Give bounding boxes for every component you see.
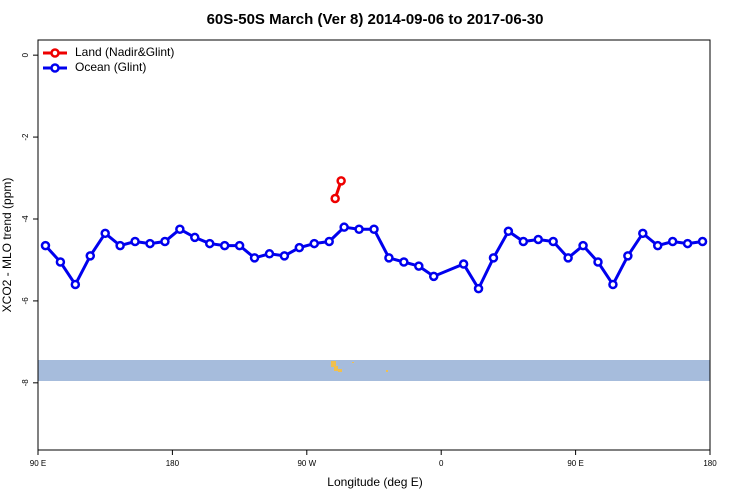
data-point (697, 236, 708, 247)
data-point (115, 240, 125, 251)
y-tick-label: -6 (21, 297, 30, 305)
data-point (145, 238, 155, 249)
data-point (682, 238, 693, 249)
legend-label: Ocean (Glint) (75, 60, 146, 74)
x-axis-label: Longitude (deg E) (327, 475, 422, 489)
legend-marker (50, 63, 60, 73)
data-point (548, 236, 558, 247)
data-point (70, 279, 81, 290)
chart-title: 60S-50S March (Ver 8) 2014-09-06 to 2017… (207, 11, 544, 28)
data-point (100, 228, 110, 239)
x-tick-label: 180 (703, 459, 717, 468)
y-tick-label: 0 (21, 52, 30, 57)
data-point (503, 226, 514, 237)
x-tick-label: 90 E (30, 459, 46, 468)
map-land (331, 361, 388, 372)
data-point (40, 240, 51, 251)
data-point (219, 240, 230, 251)
y-tick-label: -4 (21, 215, 30, 223)
data-point (667, 236, 678, 247)
data-point (473, 283, 484, 294)
x-tick-label: 90 E (567, 459, 583, 468)
data-point (336, 176, 346, 186)
data-point (204, 238, 215, 249)
data-point (533, 234, 544, 245)
data-point (190, 232, 200, 243)
data-point (309, 238, 320, 249)
data-point (55, 257, 66, 267)
data-point (249, 253, 260, 263)
data-point (578, 240, 588, 251)
data-point (518, 236, 529, 247)
data-point (652, 240, 663, 251)
data-point (414, 261, 424, 271)
data-point (369, 224, 379, 234)
data-point (593, 257, 603, 267)
map-strip (38, 360, 710, 381)
x-tick-label: 0 (439, 459, 444, 468)
data-point (330, 193, 340, 204)
data-point (294, 242, 305, 253)
data-point (563, 253, 573, 263)
data-point (324, 236, 334, 247)
x-tick-label: 90 W (297, 459, 316, 468)
legend-label: Land (Nadir&Glint) (75, 45, 174, 59)
data-point (264, 249, 275, 259)
data-point (428, 271, 439, 282)
data-point (458, 259, 469, 269)
data-point (339, 222, 349, 232)
y-axis-label: XCO2 - MLO trend (ppm) (0, 178, 14, 313)
data-point (279, 251, 290, 261)
data-point (160, 236, 170, 247)
data-point (85, 251, 96, 261)
data-point (130, 236, 140, 247)
data-point (638, 228, 648, 239)
legend-marker (50, 48, 60, 58)
data-point (399, 257, 409, 267)
data-point (234, 240, 245, 251)
y-tick-label: -8 (21, 379, 30, 387)
y-tick-label: -2 (21, 133, 30, 141)
data-point (488, 253, 499, 263)
data-point (608, 279, 618, 290)
series-line (44, 225, 703, 292)
data-point (175, 224, 185, 234)
data-point (623, 251, 633, 261)
data-point (354, 224, 364, 234)
data-point (384, 253, 394, 263)
x-tick-label: 180 (166, 459, 180, 468)
plot-frame (37, 39, 711, 451)
